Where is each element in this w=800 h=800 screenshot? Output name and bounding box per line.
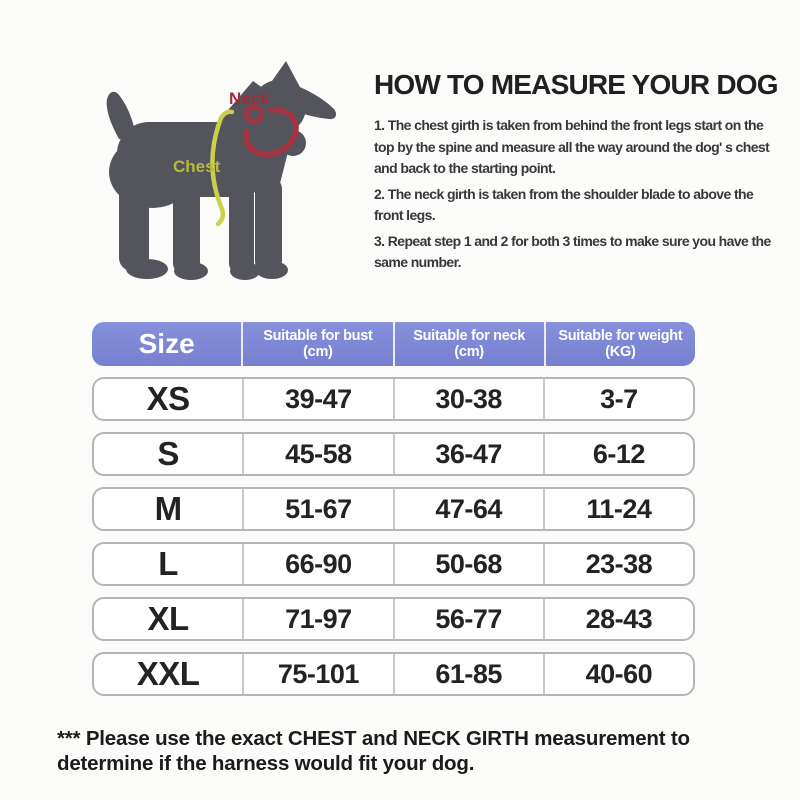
- table-row-xxl: XXL 75-101 61-85 40-60: [92, 652, 695, 696]
- instruction-step-3: 3. Repeat step 1 and 2 for both 3 times …: [374, 232, 771, 271]
- table-row-xs: XS 39-47 30-38 3-7: [92, 377, 695, 421]
- size-cell: XL: [147, 600, 190, 637]
- weight-cell: 40-60: [542, 654, 693, 694]
- header-bust: Suitable for bust (cm): [241, 322, 392, 366]
- size-cell: XXL: [136, 655, 200, 692]
- header-bust-line2: (cm): [303, 344, 333, 360]
- bust-cell: 39-47: [242, 379, 392, 419]
- weight-cell: 28-43: [542, 599, 693, 639]
- header-weight-line2: (KG): [605, 344, 636, 360]
- bust-cell: 45-58: [242, 434, 392, 474]
- dog-silhouette-icon: [106, 61, 337, 280]
- header-weight-line1: Suitable for weight: [558, 328, 683, 344]
- table-row-s: S 45-58 36-47 6-12: [92, 432, 695, 476]
- header-bust-line1: Suitable for bust: [263, 328, 373, 344]
- instruction-step-1: 1. The chest girth is taken from behind …: [374, 117, 770, 176]
- weight-cell: 23-38: [542, 544, 693, 584]
- instruction-step-2: 2. The neck girth is taken from the shou…: [374, 185, 754, 224]
- bust-cell: 75-101: [242, 654, 392, 694]
- bust-cell: 71-97: [242, 599, 392, 639]
- weight-cell: 3-7: [542, 379, 693, 419]
- header-neck-line1: Suitable for neck: [413, 328, 525, 344]
- neck-measure-ring: [243, 104, 299, 157]
- header-neck-line2: (cm): [454, 344, 484, 360]
- size-cell: S: [157, 435, 179, 472]
- neck-cell: 56-77: [392, 599, 543, 639]
- table-row-xl: XL 71-97 56-77 28-43: [92, 597, 695, 641]
- bust-cell: 51-67: [242, 489, 392, 529]
- page-title: HOW TO MEASURE YOUR DOG: [374, 69, 779, 100]
- chest-label: Chest: [173, 157, 221, 176]
- size-table-header-row: Size Suitable for bust (cm) Suitable for…: [92, 322, 695, 366]
- size-cell: XS: [146, 380, 191, 417]
- header-size: Size: [138, 328, 195, 359]
- header-weight: Suitable for weight (KG): [543, 322, 695, 366]
- measuring-guide: HOW TO MEASURE YOUR DOG 1. The chest gir…: [374, 69, 779, 278]
- chest-measure-line: [210, 109, 235, 227]
- weight-cell: 6-12: [542, 434, 693, 474]
- dog-measurement-diagram: Neck Chest: [55, 25, 375, 315]
- size-cell: M: [154, 490, 183, 527]
- table-row-m: M 51-67 47-64 11-24: [92, 487, 695, 531]
- size-cell: L: [158, 545, 178, 582]
- table-row-l: L 66-90 50-68 23-38: [92, 542, 695, 586]
- bust-cell: 66-90: [242, 544, 392, 584]
- neck-label: Neck: [229, 89, 270, 108]
- neck-cell: 61-85: [392, 654, 543, 694]
- neck-cell: 47-64: [392, 489, 543, 529]
- dog-diagram-svg: Neck Chest: [106, 61, 337, 280]
- header-neck: Suitable for neck (cm): [392, 322, 544, 366]
- size-table: Size Suitable for bust (cm) Suitable for…: [92, 322, 695, 696]
- neck-cell: 50-68: [392, 544, 543, 584]
- weight-cell: 11-24: [542, 489, 693, 529]
- footnote: *** Please use the exact CHEST and NECK …: [57, 727, 690, 775]
- neck-cell: 30-38: [392, 379, 543, 419]
- neck-cell: 36-47: [392, 434, 543, 474]
